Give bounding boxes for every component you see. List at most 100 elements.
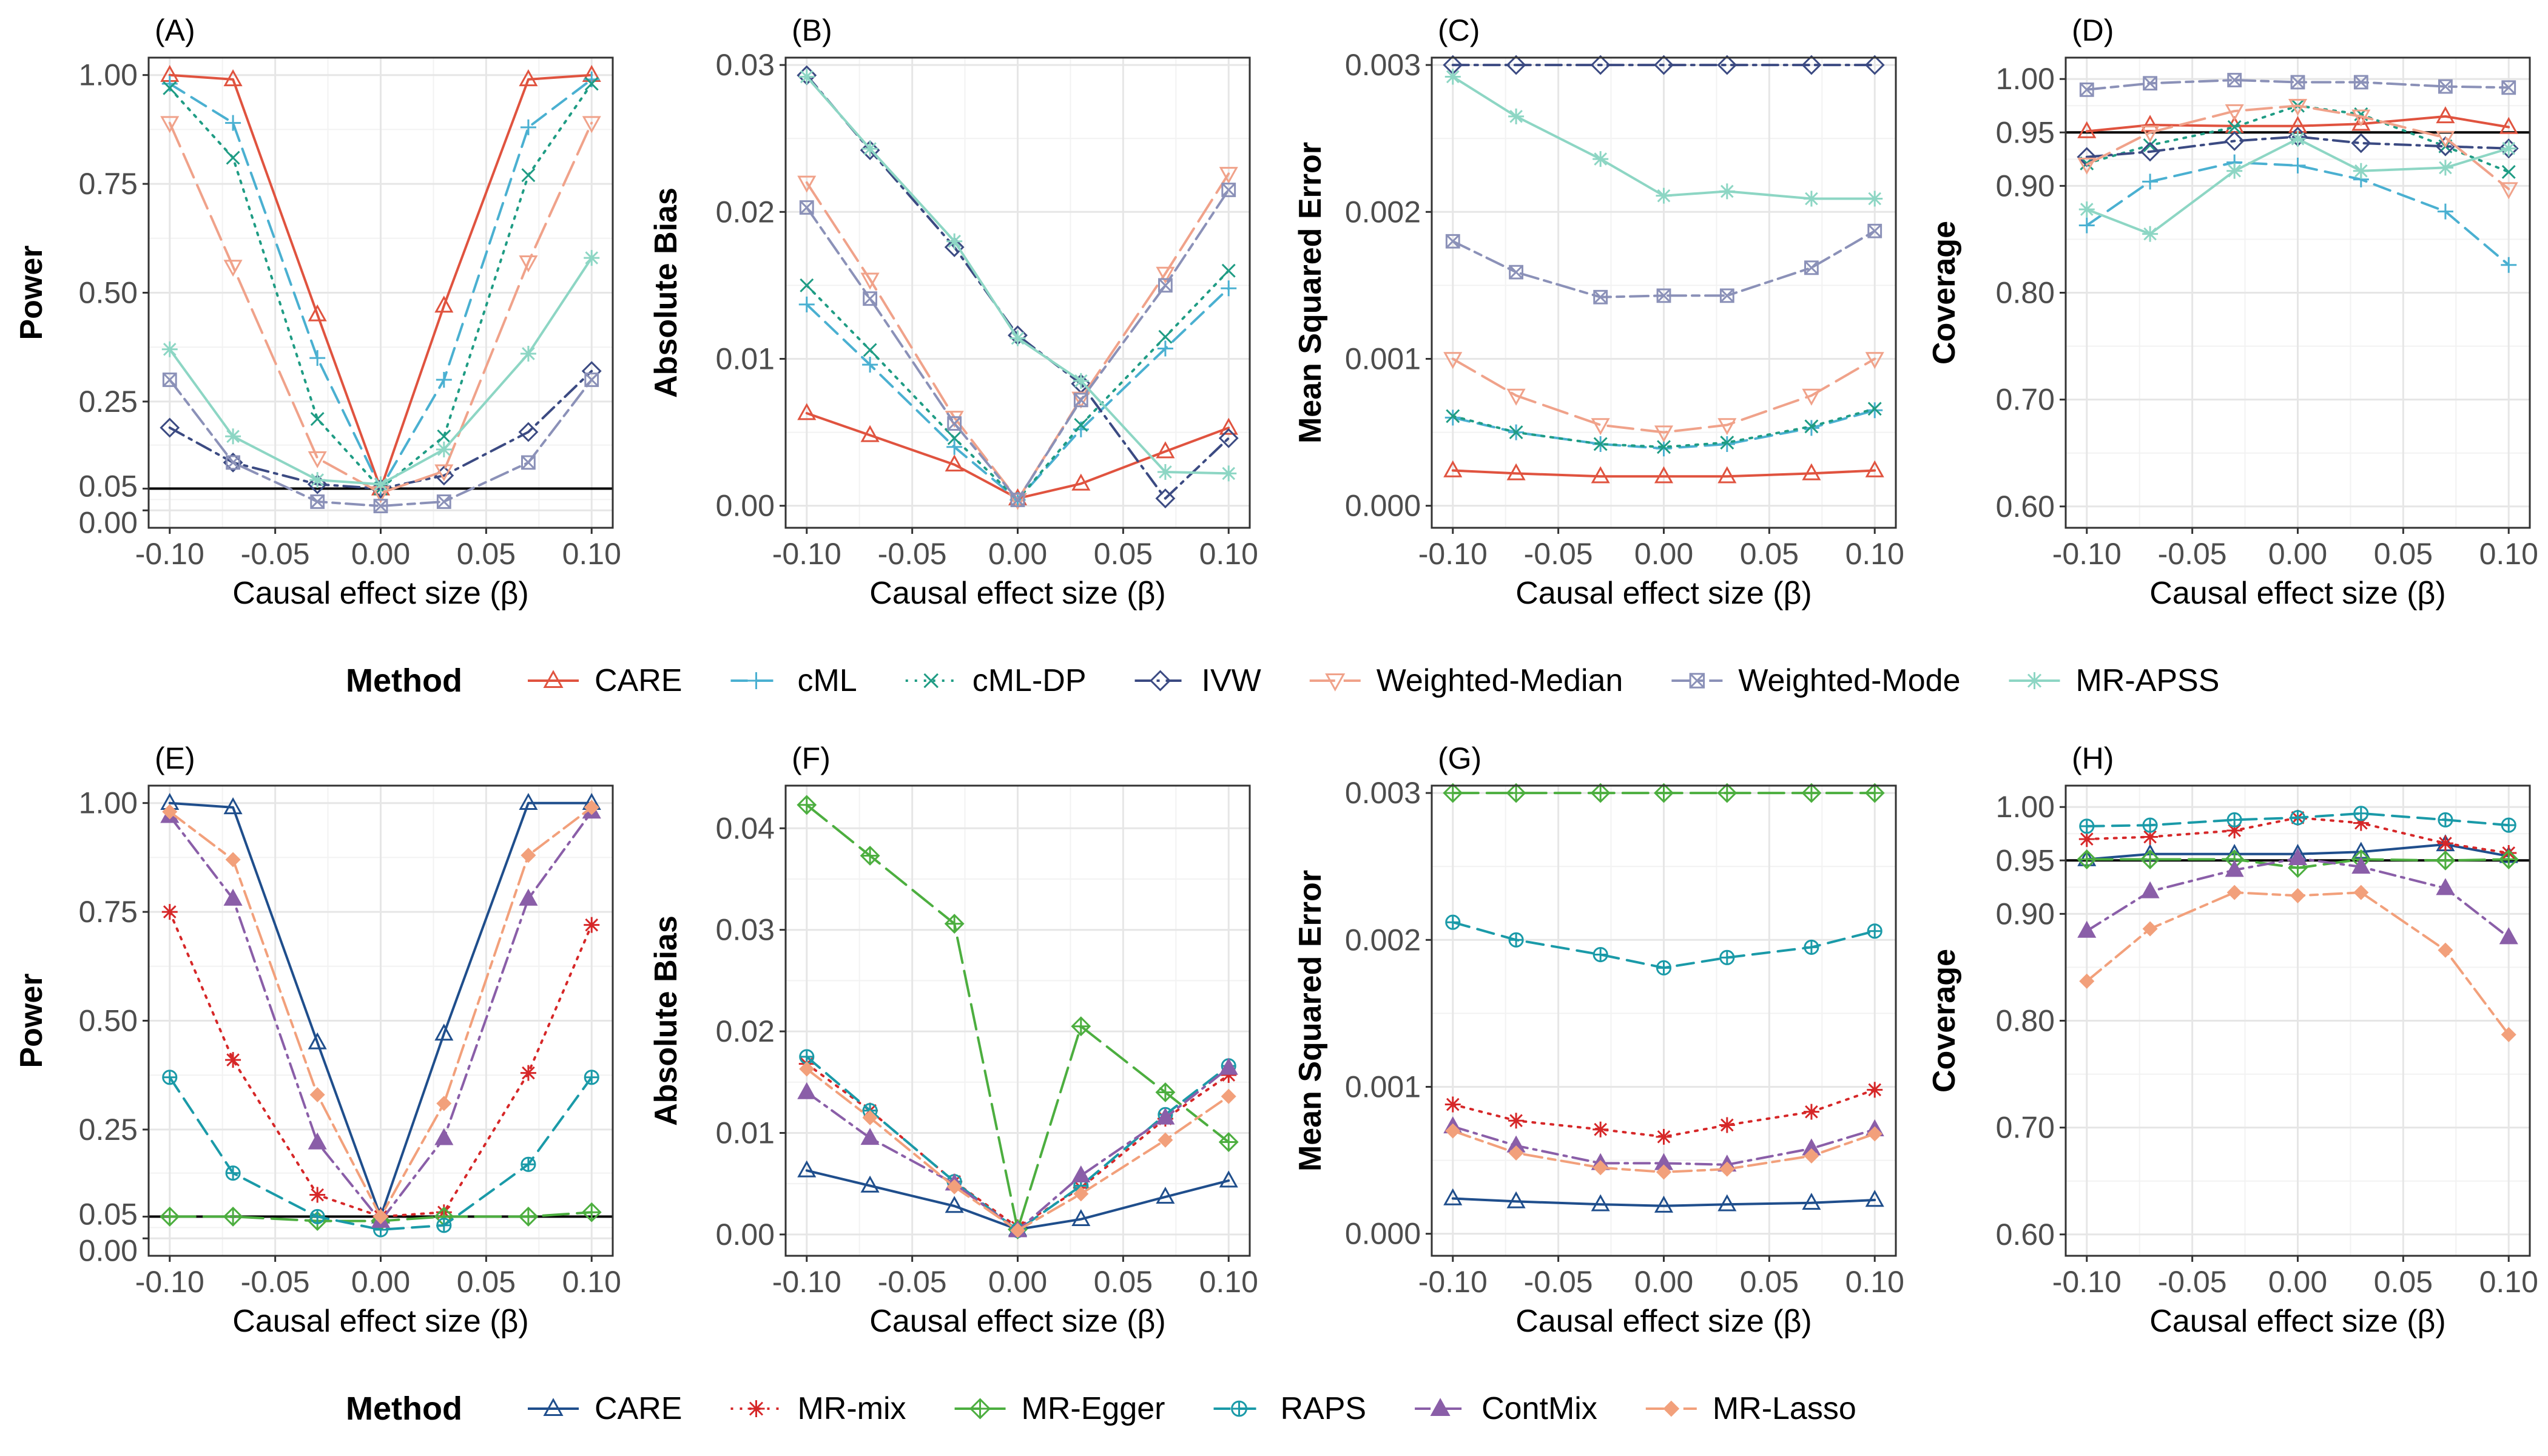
panel-label: (A) <box>155 13 195 47</box>
data-point <box>160 1206 180 1227</box>
data-point <box>1719 436 1735 452</box>
data-point <box>860 846 880 866</box>
y-tick-label: 0.75 <box>79 895 138 929</box>
series-contmix <box>2077 848 2518 945</box>
data-point <box>2078 831 2095 848</box>
data-point <box>1443 352 1463 369</box>
data-point <box>2501 140 2517 157</box>
panel-f: 0.00 0.01 0.02 0.03 0.04 -0.10 -0.05 0.00 0.05 0.… <box>649 741 1258 1339</box>
data-point <box>1157 340 1173 357</box>
data-point <box>1867 1082 1883 1098</box>
data-point <box>798 69 815 85</box>
data-point <box>521 168 536 183</box>
data-point <box>1156 441 1175 459</box>
data-point <box>1221 1067 1237 1084</box>
data-point <box>2437 160 2453 176</box>
data-point <box>2437 203 2453 220</box>
legend-label: IVW <box>1202 663 1261 698</box>
data-point <box>163 81 177 95</box>
y-tick-label: 0.75 <box>79 167 138 201</box>
series-mr-lasso <box>1445 1123 1882 1180</box>
data-point <box>1506 55 1526 75</box>
data-point <box>944 914 965 934</box>
data-point <box>2436 878 2455 895</box>
data-point <box>1656 288 1671 303</box>
data-point <box>2353 885 2369 900</box>
y-tick-label: 0.01 <box>716 342 775 376</box>
data-point <box>309 350 326 366</box>
legend-entry: MR-mix <box>730 1391 906 1426</box>
series-line <box>1451 469 1876 478</box>
data-point <box>437 1218 451 1232</box>
data-point <box>2078 201 2095 218</box>
legend-entry: Weighted-Median <box>1309 663 1623 698</box>
data-point <box>797 795 817 815</box>
data-point <box>2227 120 2242 134</box>
data-point <box>1719 288 1734 303</box>
data-point <box>1865 1190 1884 1207</box>
data-point <box>521 1158 535 1171</box>
data-point <box>520 345 536 362</box>
data-point <box>2226 822 2243 838</box>
panel-h: 0.60 0.70 0.80 0.90 0.95 1.00 -0.10 -0.05 0.00 0.… <box>1927 741 2538 1339</box>
data-point <box>947 431 962 445</box>
data-point <box>1867 190 1883 207</box>
data-point <box>1158 1132 1173 1148</box>
x-tick-label: 0.00 <box>1634 1265 1693 1299</box>
data-point <box>2498 138 2519 159</box>
data-point <box>797 1082 817 1099</box>
data-point <box>1717 418 1737 436</box>
legend-label: MR-Egger <box>1022 1391 1165 1426</box>
y-axis-title: Absolute Bias <box>649 187 684 398</box>
data-point <box>862 1110 878 1125</box>
data-point <box>2077 849 2097 869</box>
data-point <box>226 455 240 470</box>
data-point <box>2438 942 2453 958</box>
data-point <box>2140 126 2160 143</box>
data-point <box>2140 141 2160 162</box>
data-point <box>2351 109 2371 127</box>
data-point <box>1656 1128 1672 1145</box>
x-tick-label: -0.10 <box>135 1265 204 1299</box>
data-point <box>2079 82 2094 97</box>
y-tick-label: 0.00 <box>716 1218 775 1252</box>
data-point <box>310 494 325 509</box>
data-point <box>2077 121 2097 138</box>
data-point <box>1221 465 1237 482</box>
data-point <box>161 341 178 357</box>
data-point <box>1591 466 1610 484</box>
y-tick-label: 0.50 <box>79 276 138 310</box>
data-point <box>2498 849 2519 869</box>
legend-entry: MR-Lasso <box>1645 1391 1856 1426</box>
data-point <box>225 1052 241 1068</box>
data-point <box>2225 860 2244 877</box>
data-point <box>1155 488 1176 508</box>
data-point <box>584 76 599 91</box>
series-mr-apss <box>2078 130 2517 242</box>
data-point <box>434 464 454 482</box>
data-point <box>2501 257 2517 273</box>
data-point <box>1218 428 1239 448</box>
y-tick-label: 0.60 <box>1996 490 2055 524</box>
y-tick-label: 0.00 <box>716 489 775 523</box>
data-point <box>1802 1193 1821 1210</box>
data-point <box>2501 1026 2516 1042</box>
data-point <box>309 472 326 488</box>
data-point <box>161 904 178 920</box>
data-point <box>1071 1016 1091 1037</box>
data-point <box>1010 493 1025 507</box>
data-point <box>1506 783 1526 803</box>
data-point <box>945 454 964 472</box>
legend-entry: cML <box>730 663 857 698</box>
data-point <box>160 116 180 133</box>
data-point <box>1720 436 1734 450</box>
series-mr-lasso <box>162 800 599 1224</box>
data-point <box>223 888 243 906</box>
data-point <box>2224 130 2245 151</box>
data-point <box>226 1166 240 1180</box>
data-point <box>1656 187 1672 204</box>
data-point <box>1158 278 1173 293</box>
data-point <box>2288 99 2308 116</box>
data-point <box>1444 69 1461 85</box>
legend-entry: CARE <box>528 663 682 698</box>
